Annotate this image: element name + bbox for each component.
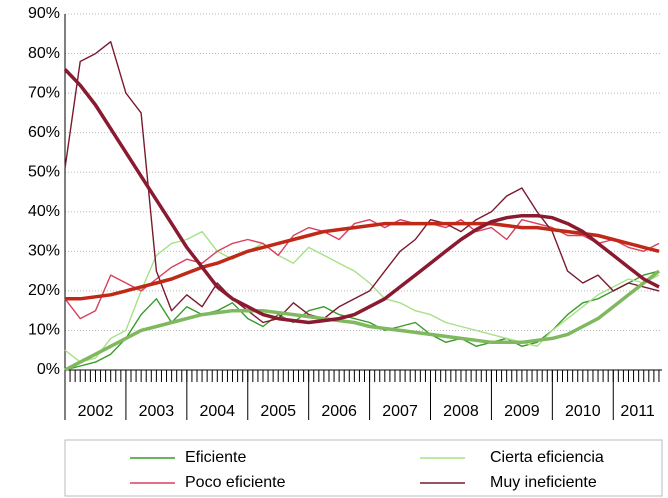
y-tick-label: 80% — [28, 45, 60, 62]
y-tick-label: 0% — [37, 361, 60, 378]
trend-line — [65, 221, 660, 301]
y-tick-label: 40% — [28, 203, 60, 220]
y-tick-label: 10% — [28, 322, 60, 339]
x-tick-label: 2005 — [260, 403, 296, 420]
series-line — [64, 219, 660, 320]
x-tick-label: 2007 — [382, 403, 418, 420]
series-line — [64, 230, 660, 363]
x-tick-label: 2011 — [620, 403, 655, 420]
x-tick-label: 2004 — [199, 403, 235, 420]
y-tick-label: 60% — [28, 124, 60, 141]
y-tick-label: 20% — [28, 282, 60, 299]
x-tick-label: 2003 — [139, 403, 175, 420]
x-tick-label: 2010 — [565, 403, 601, 420]
x-tick-label: 2006 — [321, 403, 357, 420]
x-tick-label: 2002 — [78, 403, 114, 420]
y-tick-label: 30% — [28, 243, 60, 260]
x-tick-label: 2008 — [443, 403, 479, 420]
series-line — [64, 270, 660, 371]
legend-box — [64, 439, 663, 497]
y-tick-label: 90% — [28, 5, 60, 22]
legend-label: Muy ineficiente — [490, 474, 597, 491]
y-tick-label: 50% — [28, 163, 60, 180]
x-tick-label: 2009 — [504, 403, 540, 420]
trend-line — [64, 269, 661, 372]
trend-line — [63, 68, 660, 325]
series-line — [64, 41, 660, 324]
y-tick-label: 70% — [28, 84, 60, 101]
legend-label: Poco eficiente — [185, 474, 286, 491]
legend-label: Cierta eficiencia — [490, 449, 604, 466]
legend-label: Eficiente — [185, 449, 246, 466]
